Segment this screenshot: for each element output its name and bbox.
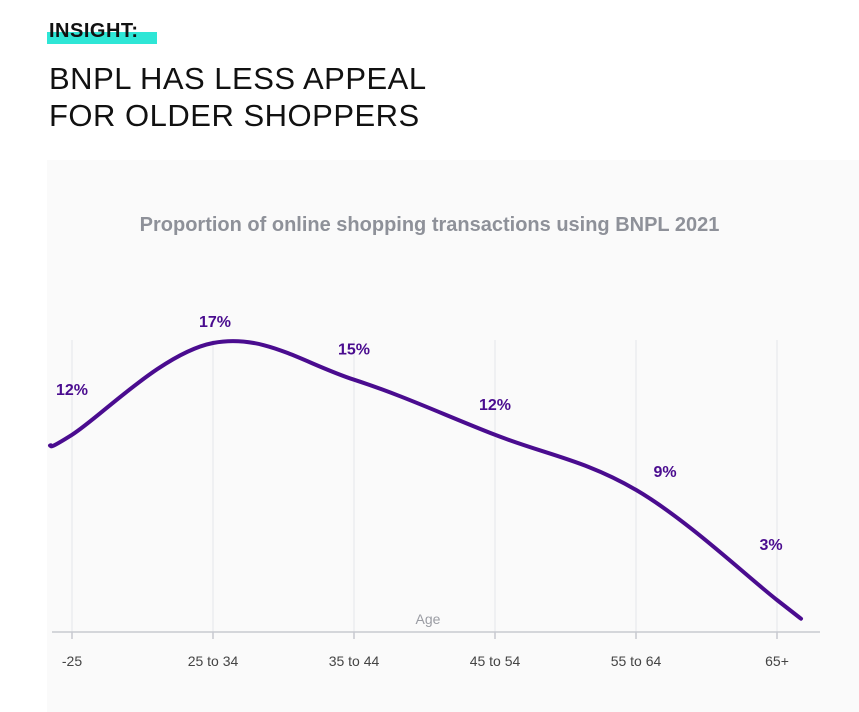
data-label: 12%: [56, 382, 88, 399]
insight-eyebrow: INSIGHT:: [47, 20, 157, 44]
headline-line-1: BNPL HAS LESS APPEAL: [49, 61, 427, 96]
data-label: 17%: [199, 314, 231, 331]
x-tick-label: 55 to 64: [611, 653, 662, 669]
chart-title: Proportion of online shopping transactio…: [139, 214, 720, 236]
chart-background: [47, 160, 859, 712]
series-line: [48, 339, 803, 621]
headline-line-2: FOR OLDER SHOPPERS: [49, 98, 420, 133]
x-tick-label: 25 to 34: [188, 653, 239, 669]
page-headline: BNPL HAS LESS APPEAL FOR OLDER SHOPPERS: [49, 60, 649, 134]
x-tick-label: -25: [62, 653, 82, 669]
data-label: 9%: [653, 464, 676, 481]
eyebrow-label: INSIGHT:: [49, 20, 139, 42]
data-label: 12%: [479, 397, 511, 414]
x-tick-label: 45 to 54: [470, 653, 521, 669]
x-tick-label: 65+: [765, 653, 789, 669]
x-tick-label: 35 to 44: [329, 653, 380, 669]
x-axis-title: Age: [416, 611, 441, 627]
data-label: 15%: [338, 342, 370, 359]
data-label: 3%: [759, 537, 782, 554]
